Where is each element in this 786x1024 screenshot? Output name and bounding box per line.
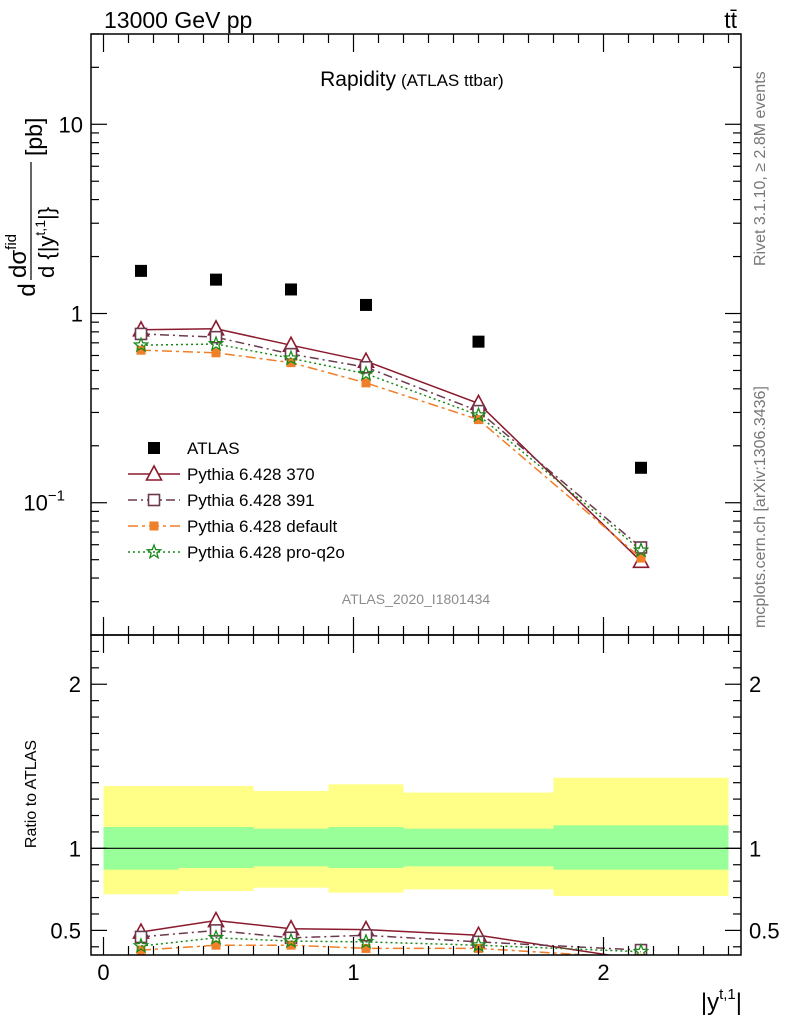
data-point: [282, 349, 300, 366]
band-segment: [553, 825, 729, 870]
series-pythia-6-428-default: [136, 345, 646, 563]
data-point: [472, 335, 485, 348]
main-y-axis-label: d dσfid d {|yt,1|} [pb]: [3, 118, 59, 297]
x-tick-label: 0: [97, 960, 109, 985]
legend-marker: [145, 543, 163, 560]
x-axis-label: |yt,1|: [701, 986, 742, 1016]
series-line: [140, 349, 642, 559]
data-point: [632, 541, 650, 558]
data-point: [636, 553, 646, 563]
legend-marker: [149, 521, 159, 531]
data-point: [211, 940, 221, 950]
band-segment: [253, 828, 329, 867]
data-point: [635, 461, 647, 474]
plot-subtitle: (ATLAS ttbar): [401, 71, 504, 90]
data-point: [136, 345, 146, 355]
band-segment: [328, 827, 404, 869]
series-line: [140, 929, 642, 951]
x-tick-label: 1: [347, 960, 359, 985]
series-atlas: [135, 264, 647, 474]
data-point: [207, 928, 225, 945]
legend-label: Pythia 6.428 391: [187, 491, 315, 510]
data-point: [360, 298, 372, 311]
data-point: [134, 930, 148, 944]
legend-entry-atlas: ATLAS: [148, 439, 240, 458]
series-line: [140, 937, 642, 953]
legend-label: Pythia 6.428 370: [187, 465, 315, 484]
ratio-y-tick-label: 2: [69, 672, 81, 697]
data-point: [286, 358, 296, 368]
data-point: [470, 406, 487, 423]
data-point: [136, 945, 146, 955]
data-point: [361, 943, 371, 953]
series-line: [140, 919, 614, 955]
svg-text:dσfid: dσfid: [3, 234, 32, 278]
plot-title: Rapidity: [320, 68, 396, 91]
ratio-y-tick-label: 1: [69, 836, 81, 861]
y-tick-label: 10: [59, 112, 83, 137]
legend-marker: [147, 493, 161, 507]
process-label: tt̄: [724, 7, 737, 33]
data-point: [357, 933, 375, 949]
ratio-plot-frame: [90, 634, 742, 956]
ratio-y-axis-label: Ratio to ATLAS: [23, 740, 40, 848]
y-tick-label: 1: [71, 302, 83, 327]
series-line: [140, 328, 642, 562]
legend-entry-pythia-6-428-391: Pythia 6.428 391: [128, 491, 315, 510]
analysis-tag: ATLAS_2020_I1801434: [342, 591, 491, 607]
legend-entry-pythia-6-428-default: Pythia 6.428 default: [128, 517, 338, 536]
data-point: [285, 283, 297, 296]
x-tick-label: 2: [597, 960, 609, 985]
svg-text:d: d: [14, 283, 41, 296]
legend-entry-pythia-6-428-370: Pythia 6.428 370: [128, 464, 315, 484]
data-point: [361, 378, 371, 388]
ratio-y-tick-label-right: 2: [749, 672, 761, 697]
data-point: [211, 348, 221, 358]
ratio-series-pythia-6-428-default: [136, 940, 646, 955]
data-point: [210, 273, 222, 286]
legend-label: Pythia 6.428 default: [187, 517, 338, 536]
ratio-series-pythia-6-428-370: [132, 910, 644, 955]
data-point: [282, 932, 300, 949]
data-point: [132, 937, 150, 954]
svg-text:d {|yt,1|}: d {|yt,1|}: [32, 207, 59, 278]
legend-label: ATLAS: [187, 439, 240, 458]
mcplots-reference-label: mcplots.cern.ch [arXiv:1306.3436]: [752, 386, 769, 628]
series-line: [140, 333, 642, 549]
data-point: [132, 336, 150, 353]
data-point: [286, 940, 296, 950]
legend-label: Pythia 6.428 pro-q2o: [187, 543, 345, 562]
legend: ATLAS Pythia 6.428 370 Pythia 6.428 391 Pyt…: [128, 439, 345, 562]
ratio-y-tick-label-right: 0.5: [749, 918, 780, 943]
data-point: [474, 415, 483, 425]
collision-energy-label: 13000 GeV pp: [104, 7, 252, 33]
series-pythia-6-428-pro-q2o: [132, 335, 650, 558]
ratio-y-tick-label: 0.5: [50, 918, 81, 943]
ratio-y-tick-label-right: 1: [749, 836, 761, 861]
legend-marker: [145, 464, 163, 481]
data-point: [357, 365, 375, 381]
band-segment: [403, 828, 554, 867]
band-segment: [178, 827, 254, 869]
legend-marker: [148, 442, 160, 454]
data-point: [135, 264, 147, 277]
data-point: [207, 335, 225, 352]
legend-entry-pythia-6-428-pro-q2o: Pythia 6.428 pro-q2o: [128, 543, 345, 562]
ratio-series-pythia-6-428-pro-q2o: [132, 928, 650, 955]
y-tick-label: 10−1: [23, 488, 65, 516]
series-line: [140, 944, 600, 955]
rivet-version-label: Rivet 3.1.10, ≥ 2.8M events: [752, 71, 769, 266]
svg-text:[pb]: [pb]: [21, 118, 47, 156]
uncertainty-band-inner: [103, 825, 729, 870]
